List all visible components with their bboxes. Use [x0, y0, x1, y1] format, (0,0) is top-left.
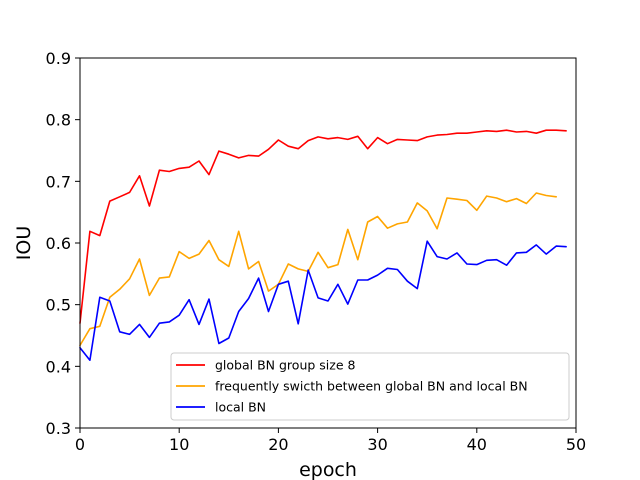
y-tick-label: 0.5 [46, 296, 71, 315]
series-line-1 [79, 129, 567, 325]
series-layer [79, 129, 567, 362]
x-tick-label: 0 [75, 435, 85, 454]
x-tick-label: 30 [367, 435, 387, 454]
y-tick-label: 0.6 [46, 234, 71, 253]
x-axis-ticks: 0 10 20 30 40 50 [75, 428, 586, 454]
legend-box [170, 352, 570, 421]
x-tick-label: 40 [467, 435, 487, 454]
y-tick-label: 0.7 [46, 172, 71, 191]
y-axis-label: IOU [13, 226, 35, 260]
y-tick-label: 0.4 [46, 357, 71, 376]
x-tick-label: 20 [268, 435, 288, 454]
x-axis-label: epoch [299, 459, 357, 480]
y-tick-label: 0.9 [46, 49, 71, 68]
y-tick-label: 0.3 [46, 419, 71, 438]
y-tick-label: 0.8 [46, 111, 71, 130]
legend: global BN group size 8 frequently swicth … [170, 352, 570, 421]
legend-label-2: frequently swicth between global BN and … [215, 379, 528, 394]
series-line-3 [79, 240, 567, 362]
series-line-2 [79, 192, 558, 347]
legend-label-3: local BN [215, 400, 266, 415]
x-tick-label: 10 [169, 435, 189, 454]
x-tick-label: 50 [566, 435, 586, 454]
legend-label-1: global BN group size 8 [215, 358, 355, 373]
y-axis-ticks: 0.3 0.4 0.5 0.6 0.7 0.8 0.9 [46, 49, 80, 438]
